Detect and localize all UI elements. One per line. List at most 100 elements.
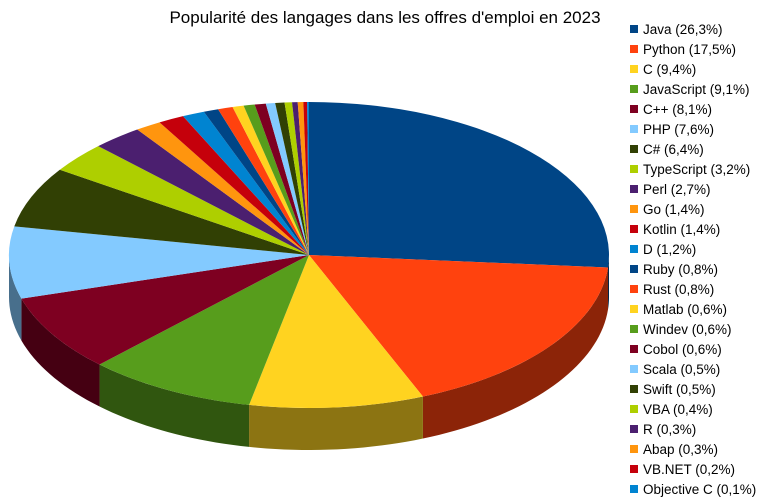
pie-side-javascript bbox=[99, 364, 250, 447]
legend-label: Rust (0,8%) bbox=[643, 281, 715, 297]
legend-swatch bbox=[630, 325, 638, 333]
legend-swatch bbox=[630, 365, 638, 373]
legend-item-go: Go (1,4%) bbox=[630, 199, 756, 219]
pie-tops bbox=[8, 101, 609, 409]
pie-slice-c bbox=[249, 255, 423, 409]
legend-swatch bbox=[630, 245, 638, 253]
legend-item-r: R (0,3%) bbox=[630, 419, 756, 439]
legend-item-d: D (1,2%) bbox=[630, 239, 756, 259]
legend-label: Windev (0,6%) bbox=[643, 321, 732, 337]
legend-item-typescript: TypeScript (3,2%) bbox=[630, 159, 756, 179]
legend-swatch bbox=[630, 425, 638, 433]
legend-label: D (1,2%) bbox=[643, 241, 697, 257]
legend-item-php: PHP (7,6%) bbox=[630, 119, 756, 139]
legend-swatch bbox=[630, 405, 638, 413]
legend-swatch bbox=[630, 205, 638, 213]
legend-label: Go (1,4%) bbox=[643, 201, 705, 217]
legend-label: Perl (2,7%) bbox=[643, 181, 711, 197]
legend-label: Java (26,3%) bbox=[643, 21, 723, 37]
legend-swatch bbox=[630, 485, 638, 493]
pie-slice-ruby bbox=[203, 109, 309, 255]
legend-item-objective-c: Objective C (0,1%) bbox=[630, 479, 756, 499]
pie-slice-go bbox=[137, 122, 309, 255]
pie-slice-vba bbox=[284, 102, 309, 256]
legend-swatch bbox=[630, 445, 638, 453]
legend-item-javascript: JavaScript (9,1%) bbox=[630, 79, 756, 99]
legend-item-kotlin: Kotlin (1,4%) bbox=[630, 219, 756, 239]
legend-item-matlab: Matlab (0,6%) bbox=[630, 299, 756, 319]
pie-slice-perl bbox=[98, 129, 310, 255]
pie-side-java bbox=[608, 255, 609, 310]
pie-slice-windev bbox=[243, 104, 309, 255]
legend-label: C++ (8,1%) bbox=[643, 101, 713, 117]
legend-swatch bbox=[630, 265, 638, 273]
legend-label: C# (6,4%) bbox=[643, 141, 704, 157]
pie-slice-scala bbox=[265, 102, 309, 255]
legend-label: Matlab (0,6%) bbox=[643, 301, 728, 317]
chart-title: Popularité des langages dans les offres … bbox=[169, 8, 601, 27]
legend-item-python: Python (17,5%) bbox=[630, 39, 756, 59]
legend-item-rust: Rust (0,8%) bbox=[630, 279, 756, 299]
legend-item-abap: Abap (0,3%) bbox=[630, 439, 756, 459]
legend-swatch bbox=[630, 185, 638, 193]
pie-slice-typescript bbox=[59, 146, 309, 255]
pie-sides bbox=[9, 255, 609, 450]
pie-slice-matlab bbox=[232, 105, 309, 256]
legend-label: Swift (0,5%) bbox=[643, 381, 716, 397]
pie-side-php bbox=[9, 255, 22, 341]
legend-swatch bbox=[630, 45, 638, 53]
legend-swatch bbox=[630, 305, 638, 313]
legend-swatch bbox=[630, 125, 638, 133]
legend: Java (26,3%) Python (17,5%) C (9,4%) JavaSc… bbox=[630, 19, 756, 499]
pie-slice-c bbox=[14, 169, 310, 255]
legend-item-c: C (9,4%) bbox=[630, 59, 756, 79]
legend-item-swift: Swift (0,5%) bbox=[630, 379, 756, 399]
legend-swatch bbox=[630, 465, 638, 473]
legend-label: Ruby (0,8%) bbox=[643, 261, 719, 277]
pie-slice-c bbox=[21, 255, 309, 365]
legend-swatch bbox=[630, 385, 638, 393]
legend-swatch bbox=[630, 165, 638, 173]
legend-item-ruby: Ruby (0,8%) bbox=[630, 259, 756, 279]
legend-item-perl: Perl (2,7%) bbox=[630, 179, 756, 199]
legend-item-c: C# (6,4%) bbox=[630, 139, 756, 159]
pie-slice-python bbox=[309, 255, 608, 397]
legend-label: VB.NET (0,2%) bbox=[643, 461, 736, 477]
legend-swatch bbox=[630, 105, 638, 113]
legend-label: C (9,4%) bbox=[643, 61, 697, 77]
legend-item-c: C++ (8,1%) bbox=[630, 99, 756, 119]
legend-label: Abap (0,3%) bbox=[643, 441, 719, 457]
legend-swatch bbox=[630, 145, 638, 153]
pie-slice-php bbox=[8, 226, 309, 299]
legend-swatch bbox=[630, 25, 638, 33]
pie-slice-java bbox=[309, 102, 609, 268]
legend-label: Kotlin (1,4%) bbox=[643, 221, 721, 237]
pie-slice-rust bbox=[218, 107, 309, 255]
pie-slice-cobol bbox=[254, 103, 309, 255]
legend-swatch bbox=[630, 85, 638, 93]
pie-side-c bbox=[249, 396, 423, 450]
legend-item-windev: Windev (0,6%) bbox=[630, 319, 756, 339]
legend-label: VBA (0,4%) bbox=[643, 401, 713, 417]
legend-swatch bbox=[630, 225, 638, 233]
pie-slice-objective-c bbox=[307, 101, 309, 255]
pie-slice-javascript bbox=[99, 255, 309, 405]
pie-slice-r bbox=[292, 102, 309, 255]
legend-label: TypeScript (3,2%) bbox=[643, 161, 751, 177]
legend-label: R (0,3%) bbox=[643, 421, 697, 437]
legend-item-vba: VBA (0,4%) bbox=[630, 399, 756, 419]
legend-label: Objective C (0,1%) bbox=[643, 481, 757, 497]
legend-label: JavaScript (9,1%) bbox=[643, 81, 750, 97]
pie-slice-d bbox=[182, 111, 309, 256]
legend-label: Scala (0,5%) bbox=[643, 361, 721, 377]
legend-swatch bbox=[630, 345, 638, 353]
pie-slice-swift bbox=[275, 102, 309, 255]
pie-slice-abap bbox=[297, 102, 309, 255]
legend-item-java: Java (26,3%) bbox=[630, 19, 756, 39]
pie-side-c bbox=[21, 298, 100, 407]
legend-swatch bbox=[630, 285, 638, 293]
legend-item-scala: Scala (0,5%) bbox=[630, 359, 756, 379]
pie-slice-kotlin bbox=[159, 116, 309, 256]
pie-side-python bbox=[422, 267, 608, 439]
